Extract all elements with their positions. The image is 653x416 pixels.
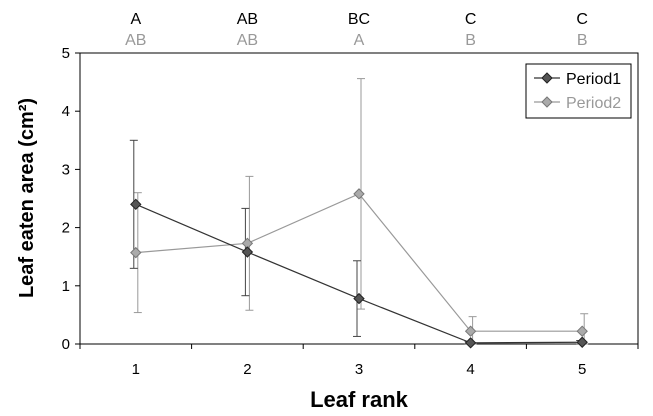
y-tick-label: 0 [62,336,70,353]
x-tick-label: 2 [243,361,251,378]
letter-period1: BC [348,11,370,28]
legend-label: Period2 [566,95,621,112]
y-tick-label: 2 [62,220,70,237]
letter-period1: AB [237,11,258,28]
data-point [130,198,142,211]
data-point [130,246,142,259]
series-line-period2 [135,193,583,332]
axes: 0 1 2 3 4 5 1 2 3 4 5 [62,45,639,378]
letter-period1: C [576,11,588,28]
letter-period2: AB [237,32,258,49]
letter-period1: C [465,11,477,28]
y-tick-label: 3 [62,161,70,178]
y-axis-title: Leaf eaten area (cm²) [16,98,38,298]
legend-marker [541,72,553,84]
data-point [241,246,254,258]
x-tick-label: 1 [132,361,140,378]
data-point [576,325,588,337]
letter-period2: B [577,32,588,49]
letter-period2: A [354,32,365,49]
series-line-period1 [135,203,583,344]
y-tick-label: 1 [62,278,70,295]
legend-label: Period1 [566,71,621,88]
data-point [353,292,365,305]
data-point [353,188,365,200]
x-axis-title: Leaf rank [310,387,409,412]
series-layer [129,78,589,349]
letter-period1: A [130,11,141,28]
legend: Period1 Period2 [525,63,632,119]
plot-frame [79,52,639,345]
x-tick-label: 4 [466,361,474,378]
legend-marker [541,96,553,108]
legend-box [525,63,632,119]
data-point [464,325,477,337]
data-point [576,336,588,348]
letter-period2: B [465,32,476,49]
x-tick-label: 3 [355,361,363,378]
letter-period2: AB [125,32,146,49]
y-tick-label: 4 [62,103,70,120]
y-tick-label: 5 [62,45,70,62]
data-point [464,337,477,349]
significance-letters: A AB BC C CAB AB A B B [125,11,588,49]
x-tick-label: 5 [578,361,586,378]
